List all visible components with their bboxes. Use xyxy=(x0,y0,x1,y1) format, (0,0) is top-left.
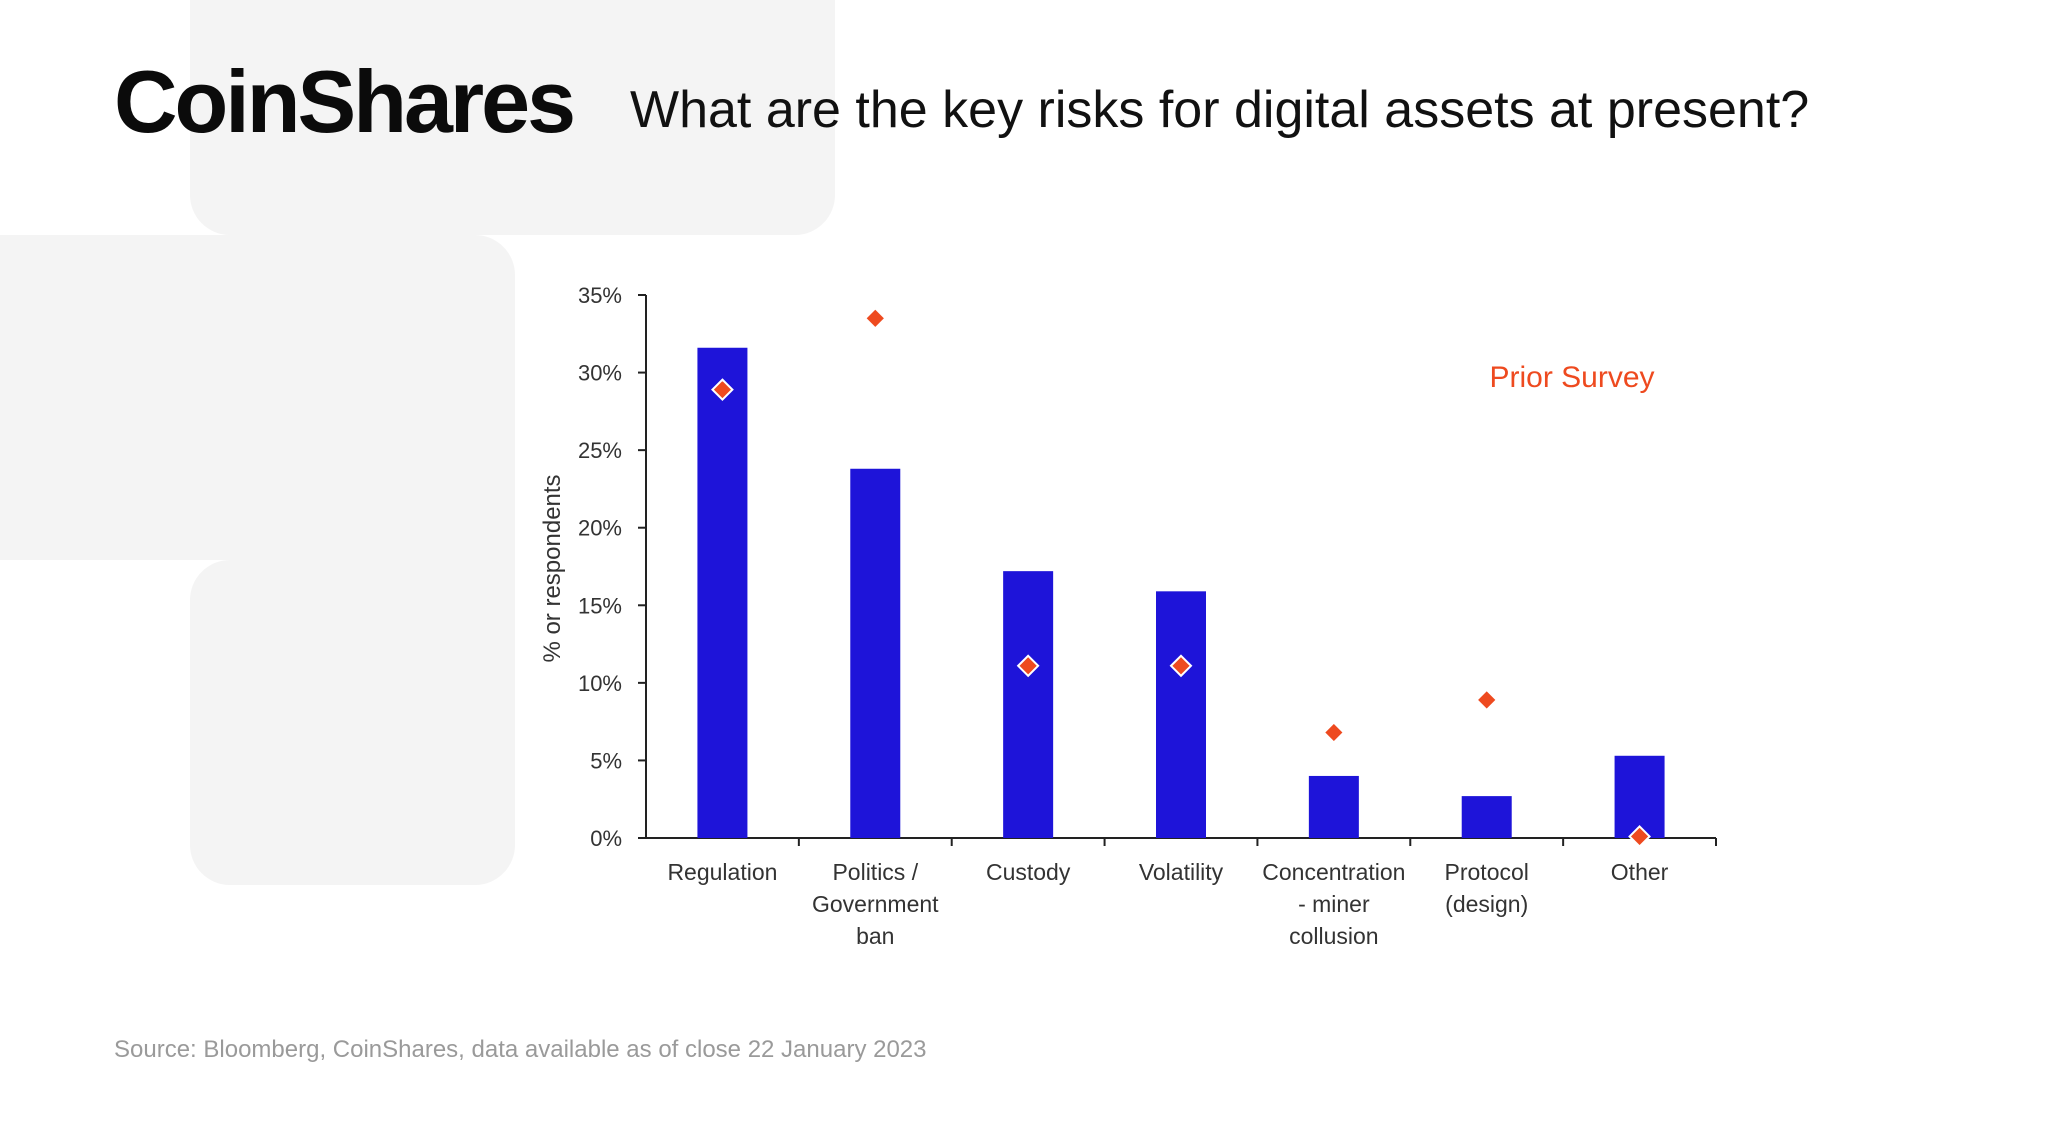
y-tick-label: 30% xyxy=(578,361,622,386)
x-tick-label: Volatility xyxy=(1139,859,1224,885)
y-tick-label: 0% xyxy=(590,826,622,851)
prior-survey-marker xyxy=(1628,825,1651,848)
prior-survey-marker xyxy=(1016,654,1040,678)
y-tick-label: 35% xyxy=(578,283,622,308)
x-tick-label: Other xyxy=(1611,859,1669,885)
bar xyxy=(1156,591,1206,838)
prior-survey-marker xyxy=(1169,654,1193,678)
bar xyxy=(1308,775,1359,838)
y-tick-label: 20% xyxy=(578,516,622,541)
x-tick-label: Custody xyxy=(986,859,1071,885)
x-tick-label: collusion xyxy=(1289,923,1379,949)
page-title: What are the key risks for digital asset… xyxy=(630,81,1810,139)
x-tick-label: Government xyxy=(812,891,939,917)
prior-survey-marker xyxy=(1322,721,1346,744)
background-shape-right-top xyxy=(835,0,2048,235)
x-tick-label: (design) xyxy=(1445,891,1528,917)
x-tick-label: Regulation xyxy=(667,859,777,885)
bar xyxy=(1614,755,1665,838)
y-tick-label: 15% xyxy=(578,593,622,618)
bar xyxy=(1461,796,1512,838)
y-tick-label: 5% xyxy=(590,748,622,773)
source-note: Source: Bloomberg, CoinShares, data avai… xyxy=(114,1036,927,1063)
x-tick-label: Concentration xyxy=(1262,859,1405,885)
background-shape-left xyxy=(0,235,515,560)
bar xyxy=(850,468,901,838)
bar xyxy=(1003,571,1054,838)
x-tick-label: Politics / xyxy=(832,859,918,885)
prior-survey-marker xyxy=(863,306,887,330)
x-tick-label: ban xyxy=(856,923,894,949)
prior-survey-marker xyxy=(1475,688,1499,712)
prior-survey-marker xyxy=(711,378,734,402)
x-tick-label: Protocol xyxy=(1445,859,1529,885)
y-axis-title: % or respondents xyxy=(539,474,566,662)
coinshares-logo: CoinShares xyxy=(114,52,576,151)
background-shape-top xyxy=(190,0,835,235)
x-tick-label: - miner xyxy=(1298,891,1370,917)
y-tick-label: 25% xyxy=(578,438,622,463)
bar xyxy=(697,347,748,838)
y-tick-label: 10% xyxy=(578,671,622,696)
chart-panel xyxy=(515,235,2048,895)
background-shape-bottom xyxy=(190,560,515,885)
legend-prior-survey: Prior Survey xyxy=(1489,361,1654,394)
